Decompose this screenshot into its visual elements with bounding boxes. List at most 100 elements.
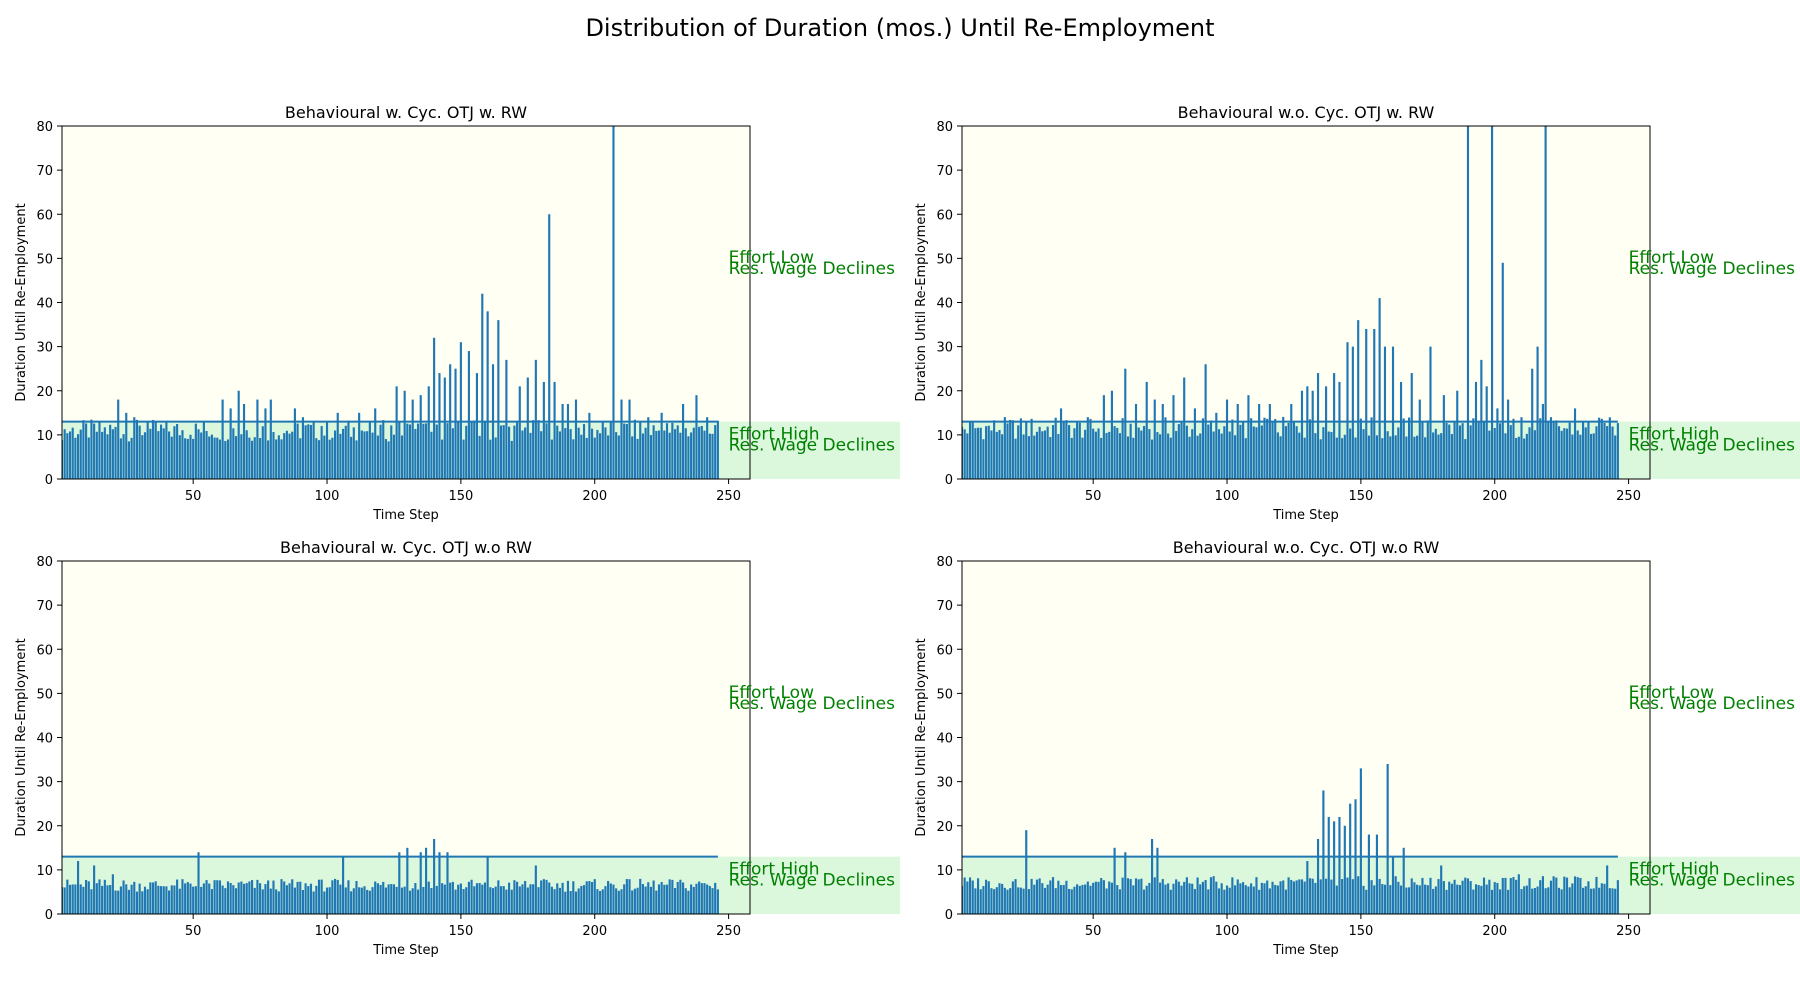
- bar: [1209, 420, 1213, 479]
- bar: [71, 427, 74, 479]
- bar: [1201, 881, 1205, 914]
- bar: [588, 412, 591, 479]
- bar: [1493, 428, 1496, 479]
- bar: [1477, 421, 1480, 479]
- bar: [982, 886, 985, 914]
- bar: [162, 886, 165, 914]
- y-tick-label: 20: [936, 385, 953, 400]
- bar: [192, 438, 195, 479]
- bar: [553, 381, 556, 479]
- bar: [529, 884, 532, 914]
- bar: [1557, 887, 1561, 914]
- bar: [451, 881, 454, 914]
- bar: [419, 395, 422, 479]
- bar: [1333, 821, 1336, 914]
- subplot-title: Behavioural w. Cyc. OTJ w. RW: [285, 103, 527, 122]
- bar: [259, 438, 262, 479]
- bar: [998, 430, 1001, 479]
- subplot-title: Behavioural w.o. Cyc. OTJ w. RW: [1178, 103, 1435, 122]
- bar: [628, 879, 631, 914]
- bar: [355, 440, 358, 479]
- bar: [1536, 886, 1539, 914]
- bar: [1346, 877, 1349, 914]
- bar: [475, 373, 479, 479]
- bar: [1255, 427, 1258, 479]
- bar: [328, 887, 331, 914]
- bar: [320, 426, 323, 479]
- bar: [1568, 887, 1571, 914]
- bar: [106, 885, 109, 914]
- bar: [109, 885, 112, 914]
- bar: [1560, 889, 1563, 914]
- bar: [1217, 888, 1221, 914]
- bar: [213, 880, 216, 914]
- bar: [1078, 885, 1081, 914]
- y-tick-label: 0: [45, 473, 53, 488]
- bar: [173, 426, 176, 479]
- band-annotation: Res. Wage Declines: [729, 870, 896, 890]
- bar: [1244, 885, 1247, 914]
- bar: [82, 420, 85, 479]
- bar: [1573, 876, 1577, 914]
- bar: [1070, 889, 1073, 914]
- bar: [636, 438, 639, 479]
- y-tick-label: 70: [936, 164, 953, 179]
- bar: [1255, 877, 1258, 914]
- bar: [398, 420, 401, 479]
- bar: [1378, 298, 1381, 479]
- bar: [1456, 390, 1459, 479]
- bar: [998, 883, 1001, 914]
- bar: [1110, 882, 1113, 914]
- bar: [711, 888, 714, 914]
- bar: [242, 883, 246, 914]
- bar: [1407, 417, 1411, 479]
- bar: [657, 884, 661, 914]
- bar: [342, 856, 345, 914]
- bar: [125, 412, 128, 479]
- bar: [1156, 847, 1159, 914]
- bar: [1311, 878, 1314, 914]
- bar: [473, 420, 476, 479]
- bar: [1303, 881, 1306, 914]
- bar: [1515, 879, 1518, 914]
- bar: [205, 880, 208, 914]
- subplot-title: Behavioural w.o. Cyc. OTJ w.o RW: [1173, 538, 1440, 557]
- bar: [708, 885, 711, 914]
- bar: [652, 425, 655, 479]
- bar: [387, 441, 390, 479]
- bar: [1049, 437, 1052, 479]
- bar: [633, 419, 636, 479]
- bar: [505, 359, 508, 479]
- bar: [596, 429, 599, 479]
- bar: [1153, 399, 1156, 479]
- bar: [1496, 408, 1499, 479]
- bar: [68, 884, 72, 914]
- bar: [240, 434, 243, 479]
- bar: [1472, 889, 1475, 914]
- bar: [1490, 126, 1494, 479]
- subplot-bottom-right: 0 10 20 30 40 50 60 70 80 50 100 150 200 250 Behaviour…: [914, 505, 1800, 958]
- bar: [1592, 888, 1595, 914]
- bar: [312, 891, 315, 914]
- bar: [62, 440, 64, 479]
- bar: [716, 889, 719, 914]
- bar: [1118, 433, 1122, 479]
- x-tick-label: 50: [185, 489, 202, 504]
- bar: [1306, 861, 1309, 914]
- bar: [644, 427, 647, 479]
- bar: [695, 395, 698, 479]
- y-tick-label: 40: [36, 732, 53, 747]
- bar: [1076, 884, 1079, 914]
- bar: [1322, 427, 1325, 479]
- bar: [569, 890, 572, 914]
- bar: [1616, 423, 1619, 479]
- bar: [1108, 431, 1111, 479]
- bar: [87, 437, 90, 479]
- bar: [690, 884, 693, 914]
- bar: [320, 879, 323, 914]
- bar: [95, 431, 98, 479]
- bar: [1086, 417, 1089, 479]
- bar: [1084, 429, 1087, 479]
- bar: [623, 423, 626, 479]
